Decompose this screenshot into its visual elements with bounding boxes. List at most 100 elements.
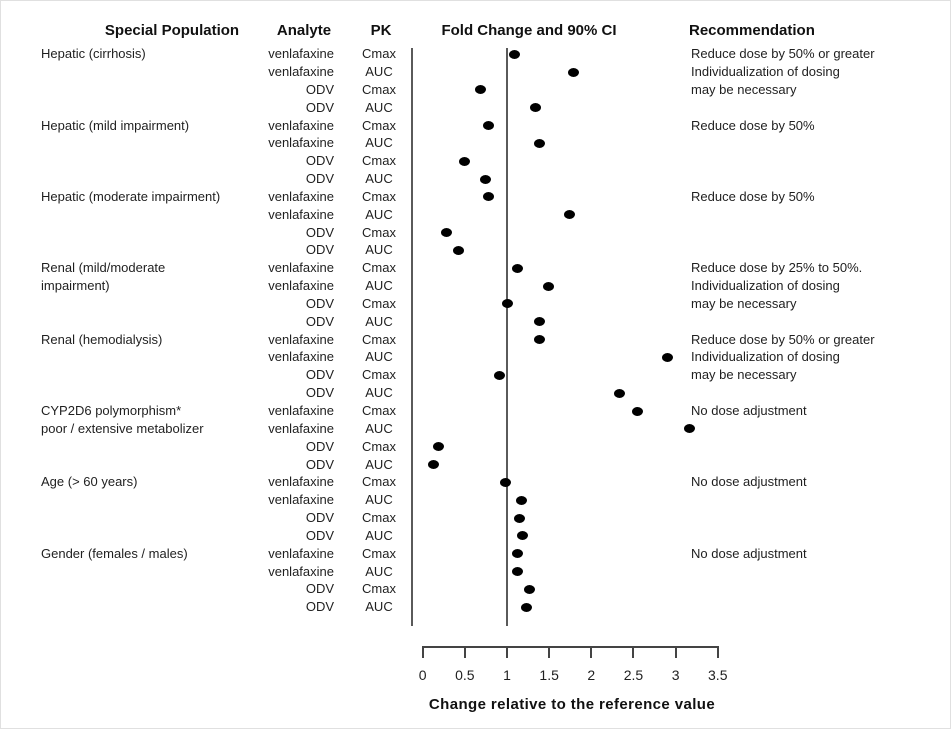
pk-label: Cmax bbox=[362, 510, 396, 526]
analyte-label: ODV bbox=[305, 527, 334, 543]
column-header-analyte: Analyte bbox=[276, 22, 332, 39]
x-axis-tick bbox=[716, 646, 719, 658]
recommendation-text: Individualization of dosing bbox=[691, 64, 840, 80]
analyte-label: venlafaxine bbox=[268, 403, 334, 418]
fold-change-data-point bbox=[632, 406, 644, 416]
x-axis-tick bbox=[463, 646, 466, 658]
x-axis-tick bbox=[506, 646, 508, 658]
column-header-pk: PK bbox=[370, 22, 392, 39]
pk-label: AUC bbox=[365, 492, 393, 508]
fold-change-data-point bbox=[613, 388, 625, 398]
recommendation-text: may be necessary bbox=[691, 81, 797, 97]
analyte-label: ODV bbox=[305, 224, 334, 240]
pk-label: Cmax bbox=[362, 46, 396, 62]
fold-change-data-point bbox=[512, 567, 524, 577]
analyte-label: venlafaxine bbox=[268, 64, 334, 80]
fold-change-data-point bbox=[474, 85, 486, 95]
pk-label: AUC bbox=[365, 171, 393, 187]
analyte-label: ODV bbox=[305, 313, 334, 329]
analyte-label: venlafaxine bbox=[268, 135, 334, 151]
fold-change-data-point bbox=[433, 442, 445, 452]
recommendation-text: may be necessary bbox=[691, 295, 797, 311]
analyte-label: venlafaxine bbox=[268, 46, 334, 62]
analyte-label: ODV bbox=[305, 81, 334, 97]
pk-label: AUC bbox=[365, 349, 393, 365]
analyte-label: ODV bbox=[305, 295, 334, 311]
analyte-label: venlafaxine bbox=[268, 349, 334, 365]
fold-change-data-point bbox=[514, 513, 526, 523]
x-axis-tick-label: 2.5 bbox=[623, 667, 644, 683]
x-axis-tick-label: 2 bbox=[587, 667, 596, 683]
fold-change-data-point bbox=[661, 352, 673, 362]
analyte-label: ODV bbox=[305, 171, 334, 187]
x-axis-title: Change relative to the reference value bbox=[428, 696, 716, 713]
x-axis-tick bbox=[674, 646, 677, 658]
plot-left-border-line bbox=[411, 48, 413, 626]
pk-label: Cmax bbox=[362, 224, 396, 240]
fold-change-data-point bbox=[516, 531, 528, 541]
pk-label: Cmax bbox=[362, 331, 396, 347]
pk-label: AUC bbox=[365, 99, 393, 115]
pk-label: Cmax bbox=[362, 581, 396, 597]
analyte-label: venlafaxine bbox=[268, 474, 334, 490]
recommendation-text: Individualization of dosing bbox=[691, 349, 840, 365]
population-label: Hepatic (moderate impairment) bbox=[41, 188, 221, 204]
x-axis-tick bbox=[632, 646, 635, 658]
recommendation-text: Reduce dose by 50% bbox=[691, 117, 815, 133]
pk-label: AUC bbox=[365, 385, 393, 401]
population-label: CYP2D6 polymorphism* bbox=[41, 403, 182, 418]
pk-label: AUC bbox=[365, 64, 393, 80]
fold-change-data-point bbox=[509, 49, 521, 59]
analyte-label: ODV bbox=[305, 385, 334, 401]
population-label: impairment) bbox=[41, 278, 110, 294]
fold-change-data-point bbox=[515, 495, 527, 505]
fold-change-data-point bbox=[533, 138, 545, 148]
pk-label: Cmax bbox=[362, 474, 396, 490]
pk-label: Cmax bbox=[362, 153, 396, 169]
analyte-label: ODV bbox=[305, 153, 334, 169]
x-axis-line bbox=[421, 646, 719, 648]
recommendation-text: Reduce dose by 50% or greater bbox=[691, 46, 875, 62]
population-label: poor / extensive metabolizer bbox=[41, 420, 204, 436]
pk-label: AUC bbox=[365, 313, 393, 329]
x-axis-tick-label: 1.5 bbox=[539, 667, 559, 683]
x-axis-tick-label: 0.5 bbox=[455, 667, 475, 683]
pk-label: Cmax bbox=[362, 403, 396, 418]
pk-label: AUC bbox=[365, 420, 393, 436]
analyte-label: ODV bbox=[305, 581, 334, 597]
pk-label: AUC bbox=[365, 206, 393, 222]
recommendation-text: No dose adjustment bbox=[691, 474, 807, 490]
population-label: Renal (mild/moderate bbox=[41, 260, 166, 276]
recommendation-text: Individualization of dosing bbox=[691, 278, 840, 294]
analyte-label: ODV bbox=[305, 367, 334, 383]
analyte-label: venlafaxine bbox=[268, 260, 334, 276]
recommendation-text: Reduce dose by 50% bbox=[691, 188, 815, 204]
pk-label: Cmax bbox=[362, 367, 396, 383]
fold-change-data-point bbox=[512, 549, 524, 559]
pk-label: Cmax bbox=[362, 260, 396, 276]
population-label: Hepatic (cirrhosis) bbox=[41, 46, 146, 62]
fold-change-data-point bbox=[542, 281, 554, 291]
column-header-special-population: Special Population bbox=[104, 22, 240, 39]
fold-change-data-point bbox=[512, 263, 524, 273]
fold-change-data-point bbox=[493, 370, 505, 380]
analyte-label: venlafaxine bbox=[268, 206, 334, 222]
analyte-label: venlafaxine bbox=[268, 278, 334, 294]
analyte-label: venlafaxine bbox=[268, 188, 334, 204]
reference-line bbox=[506, 48, 508, 626]
fold-change-data-point bbox=[482, 121, 494, 131]
fold-change-data-point bbox=[568, 67, 580, 77]
fold-change-data-point bbox=[479, 174, 491, 184]
analyte-label: ODV bbox=[305, 599, 334, 615]
x-axis-tick-label: 1 bbox=[503, 667, 511, 683]
pk-label: AUC bbox=[365, 242, 393, 258]
column-header-recommendation: Recommendation bbox=[689, 22, 815, 39]
population-label: Hepatic (mild impairment) bbox=[41, 117, 190, 133]
pk-label: AUC bbox=[365, 599, 393, 615]
x-axis-tick bbox=[590, 646, 593, 658]
pk-label: AUC bbox=[365, 456, 393, 472]
fold-change-data-point bbox=[499, 477, 511, 487]
fold-change-data-point bbox=[520, 602, 532, 612]
analyte-label: ODV bbox=[305, 456, 334, 472]
